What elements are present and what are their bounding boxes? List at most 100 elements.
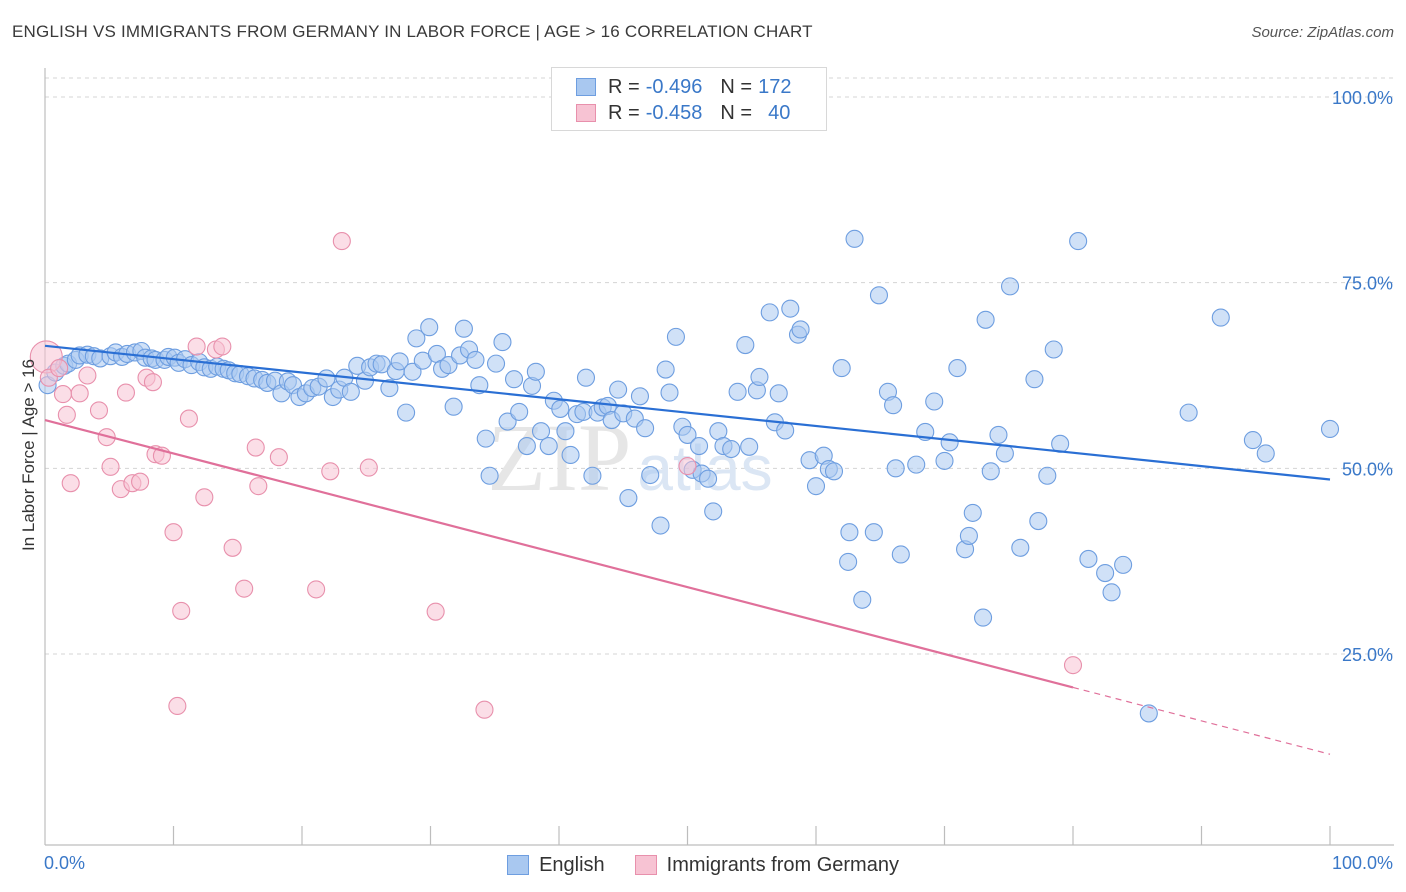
english-point xyxy=(989,425,1008,444)
english-point xyxy=(1079,549,1098,568)
english-point xyxy=(504,370,524,389)
germany-point xyxy=(475,700,494,719)
english-point xyxy=(1139,704,1158,723)
english-point xyxy=(1011,538,1030,557)
english-point xyxy=(439,356,458,375)
english-point xyxy=(666,327,685,346)
english-point xyxy=(1256,444,1275,463)
germany-point xyxy=(187,337,206,356)
n-label: N = xyxy=(720,101,753,124)
germany-trend-line xyxy=(44,418,1074,689)
english-point xyxy=(853,590,872,609)
germany-point xyxy=(426,602,445,621)
english-point xyxy=(619,488,638,508)
english-point xyxy=(476,429,495,448)
english-point xyxy=(660,383,679,402)
germany-point xyxy=(57,405,76,424)
germany-trend-extension xyxy=(1072,686,1331,755)
stats-legend: R = -0.496 N = 172 R = -0.458 N = 40 xyxy=(551,67,827,131)
english-point xyxy=(531,422,551,441)
germany-point xyxy=(678,457,697,476)
english-point xyxy=(609,380,628,399)
n-value: 40 xyxy=(768,101,791,124)
germany-point xyxy=(179,409,198,428)
english-point xyxy=(678,425,697,444)
english-point xyxy=(510,402,529,421)
germany-point xyxy=(172,601,191,620)
english-point xyxy=(407,329,426,348)
english-point xyxy=(845,229,864,248)
english-point xyxy=(444,397,463,416)
english-point xyxy=(397,403,416,422)
stats-row-english: R = -0.496 N = 172 xyxy=(576,75,791,99)
english-point xyxy=(722,439,741,459)
legend-label-germany: Immigrants from Germany xyxy=(666,853,899,876)
germany-point xyxy=(131,472,150,491)
y-tick-label: 75.0% xyxy=(1342,274,1393,294)
english-trend-line xyxy=(44,344,1331,481)
english-point xyxy=(517,437,536,456)
tick-labels: 25.0% 50.0% 75.0% 100.0% 0.0% 100.0% xyxy=(44,88,1393,873)
english-point xyxy=(690,437,709,456)
english-point xyxy=(539,437,558,456)
germany-point xyxy=(213,337,232,356)
english-point xyxy=(935,451,954,470)
germany-point xyxy=(168,696,187,716)
english-point xyxy=(1069,232,1088,251)
germany-point xyxy=(195,488,214,507)
english-point xyxy=(1025,370,1044,389)
y-tick-label: 25.0% xyxy=(1342,645,1393,665)
series-legend: English Immigrants from Germany xyxy=(0,852,1406,878)
axes xyxy=(44,68,1394,846)
germany-point xyxy=(164,523,183,542)
germany-point xyxy=(89,401,109,420)
germany-point xyxy=(235,579,254,598)
english-point xyxy=(839,552,858,571)
english-point xyxy=(380,379,399,398)
english-point xyxy=(736,336,755,355)
english-point xyxy=(1179,403,1198,422)
english-point xyxy=(840,523,859,542)
english-point xyxy=(740,437,759,456)
english-point xyxy=(699,469,718,488)
legend-item-english[interactable]: English xyxy=(507,854,605,877)
stats-row-germany: R = -0.458 N = 40 xyxy=(576,101,790,125)
english-point xyxy=(832,359,851,378)
english-point xyxy=(886,459,905,478)
germany-point xyxy=(307,580,326,599)
english-point xyxy=(728,382,747,401)
english-point xyxy=(907,455,926,474)
english-point xyxy=(466,350,485,369)
english-point xyxy=(791,320,810,339)
english-point xyxy=(1000,277,1020,296)
english-point xyxy=(651,516,670,535)
english-point xyxy=(420,318,439,337)
english-point xyxy=(498,412,517,431)
germany-point xyxy=(223,538,242,557)
germany-point xyxy=(1063,656,1083,675)
english-point xyxy=(470,376,489,395)
english-point xyxy=(551,399,570,418)
germany-point xyxy=(101,457,120,476)
english-point xyxy=(981,462,1000,481)
legend-label-english: English xyxy=(539,853,605,876)
english-point xyxy=(1320,419,1340,439)
y-tick-label: 100.0% xyxy=(1332,88,1393,108)
english-point xyxy=(781,299,800,318)
english-point xyxy=(884,396,903,415)
english-point xyxy=(583,466,602,485)
english-point xyxy=(636,419,655,438)
germany-swatch xyxy=(576,104,596,122)
germany-point xyxy=(53,385,73,404)
germany-point xyxy=(116,383,136,402)
english-point xyxy=(824,462,844,481)
english-point xyxy=(486,354,506,373)
english-point xyxy=(995,444,1014,463)
english-point xyxy=(403,362,422,381)
english-point xyxy=(556,422,575,441)
english-point xyxy=(526,362,545,381)
english-point xyxy=(1044,340,1063,359)
legend-item-germany[interactable]: Immigrants from Germany xyxy=(634,853,899,877)
english-point xyxy=(925,392,944,411)
